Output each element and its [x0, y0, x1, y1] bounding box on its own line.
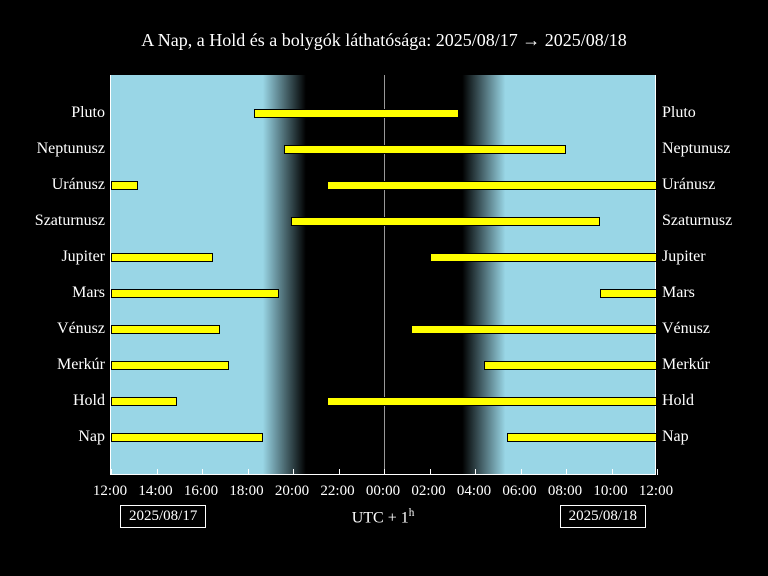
visibility-bar — [254, 109, 459, 118]
visibility-bar — [507, 433, 657, 442]
visibility-bar — [327, 181, 657, 190]
row-label: Merkúr — [0, 356, 105, 374]
x-tick — [521, 469, 522, 475]
visibility-bar — [600, 289, 657, 298]
visibility-bar — [111, 325, 220, 334]
row-label: Hold — [0, 392, 105, 410]
row-label: Jupiter — [0, 248, 105, 266]
visibility-bar — [111, 181, 138, 190]
x-tick-label: 08:00 — [548, 483, 582, 500]
row-label: Vénusz — [0, 320, 105, 338]
plot-area — [110, 75, 656, 475]
row-label: Pluto — [662, 104, 762, 122]
visibility-bar — [411, 325, 657, 334]
row-label: Neptunusz — [662, 140, 762, 158]
row-label: Hold — [662, 392, 762, 410]
visibility-bar — [111, 361, 229, 370]
visibility-bar — [111, 433, 263, 442]
visibility-bar — [327, 397, 657, 406]
visibility-bar — [484, 361, 657, 370]
y-labels-right: Pluto Neptunusz Uránusz Szaturnusz Jupiter Ma… — [662, 75, 762, 475]
x-tick — [248, 469, 249, 475]
x-tick-label: 06:00 — [502, 483, 536, 500]
x-tick-label: 12:00 — [639, 483, 673, 500]
x-tick — [612, 469, 613, 475]
y-labels-left: Pluto Neptunusz Uránusz Szaturnusz Jupiter Ma… — [0, 75, 105, 475]
x-tick — [430, 469, 431, 475]
row-label: Mars — [0, 284, 105, 302]
visibility-bar — [111, 397, 177, 406]
chart-container: A Nap, a Hold és a bolygók láthatósága: … — [0, 0, 768, 576]
row-label: Jupiter — [662, 248, 762, 266]
row-label: Szaturnusz — [0, 212, 105, 230]
x-tick-label: 22:00 — [320, 483, 354, 500]
row-label: Merkúr — [662, 356, 762, 374]
x-tick — [111, 469, 112, 475]
x-tick — [339, 469, 340, 475]
x-tick-label: 14:00 — [138, 483, 172, 500]
x-tick — [475, 469, 476, 475]
timezone-label: UTC + 1h — [352, 507, 415, 527]
x-tick — [202, 469, 203, 475]
x-tick-label: 00:00 — [366, 483, 400, 500]
x-tick-label: 16:00 — [184, 483, 218, 500]
row-label: Nap — [662, 428, 762, 446]
x-tick-label: 04:00 — [457, 483, 491, 500]
date-end-box: 2025/08/18 — [560, 505, 646, 528]
row-label: Szaturnusz — [662, 212, 762, 230]
x-tick-label: 12:00 — [93, 483, 127, 500]
x-tick-label: 02:00 — [411, 483, 445, 500]
row-label: Uránusz — [662, 176, 762, 194]
visibility-bar — [291, 217, 600, 226]
x-tick-label: 10:00 — [593, 483, 627, 500]
x-tick — [657, 469, 658, 475]
row-label: Mars — [662, 284, 762, 302]
visibility-bar — [111, 253, 213, 262]
row-label: Vénusz — [662, 320, 762, 338]
midnight-line — [384, 75, 385, 474]
row-label: Nap — [0, 428, 105, 446]
day-night-background — [111, 75, 655, 474]
x-axis-labels: 12:0014:0016:0018:0020:0022:0000:0002:00… — [110, 480, 656, 505]
x-tick — [384, 469, 385, 475]
x-tick — [566, 469, 567, 475]
row-label: Uránusz — [0, 176, 105, 194]
visibility-bar — [284, 145, 566, 154]
visibility-bar — [111, 289, 279, 298]
visibility-bar — [430, 253, 658, 262]
row-label: Neptunusz — [0, 140, 105, 158]
x-tick — [157, 469, 158, 475]
x-tick — [293, 469, 294, 475]
row-label: Pluto — [0, 104, 105, 122]
date-start-box: 2025/08/17 — [120, 505, 206, 528]
chart-title: A Nap, a Hold és a bolygók láthatósága: … — [0, 30, 768, 51]
x-tick-label: 18:00 — [229, 483, 263, 500]
x-tick-label: 20:00 — [275, 483, 309, 500]
